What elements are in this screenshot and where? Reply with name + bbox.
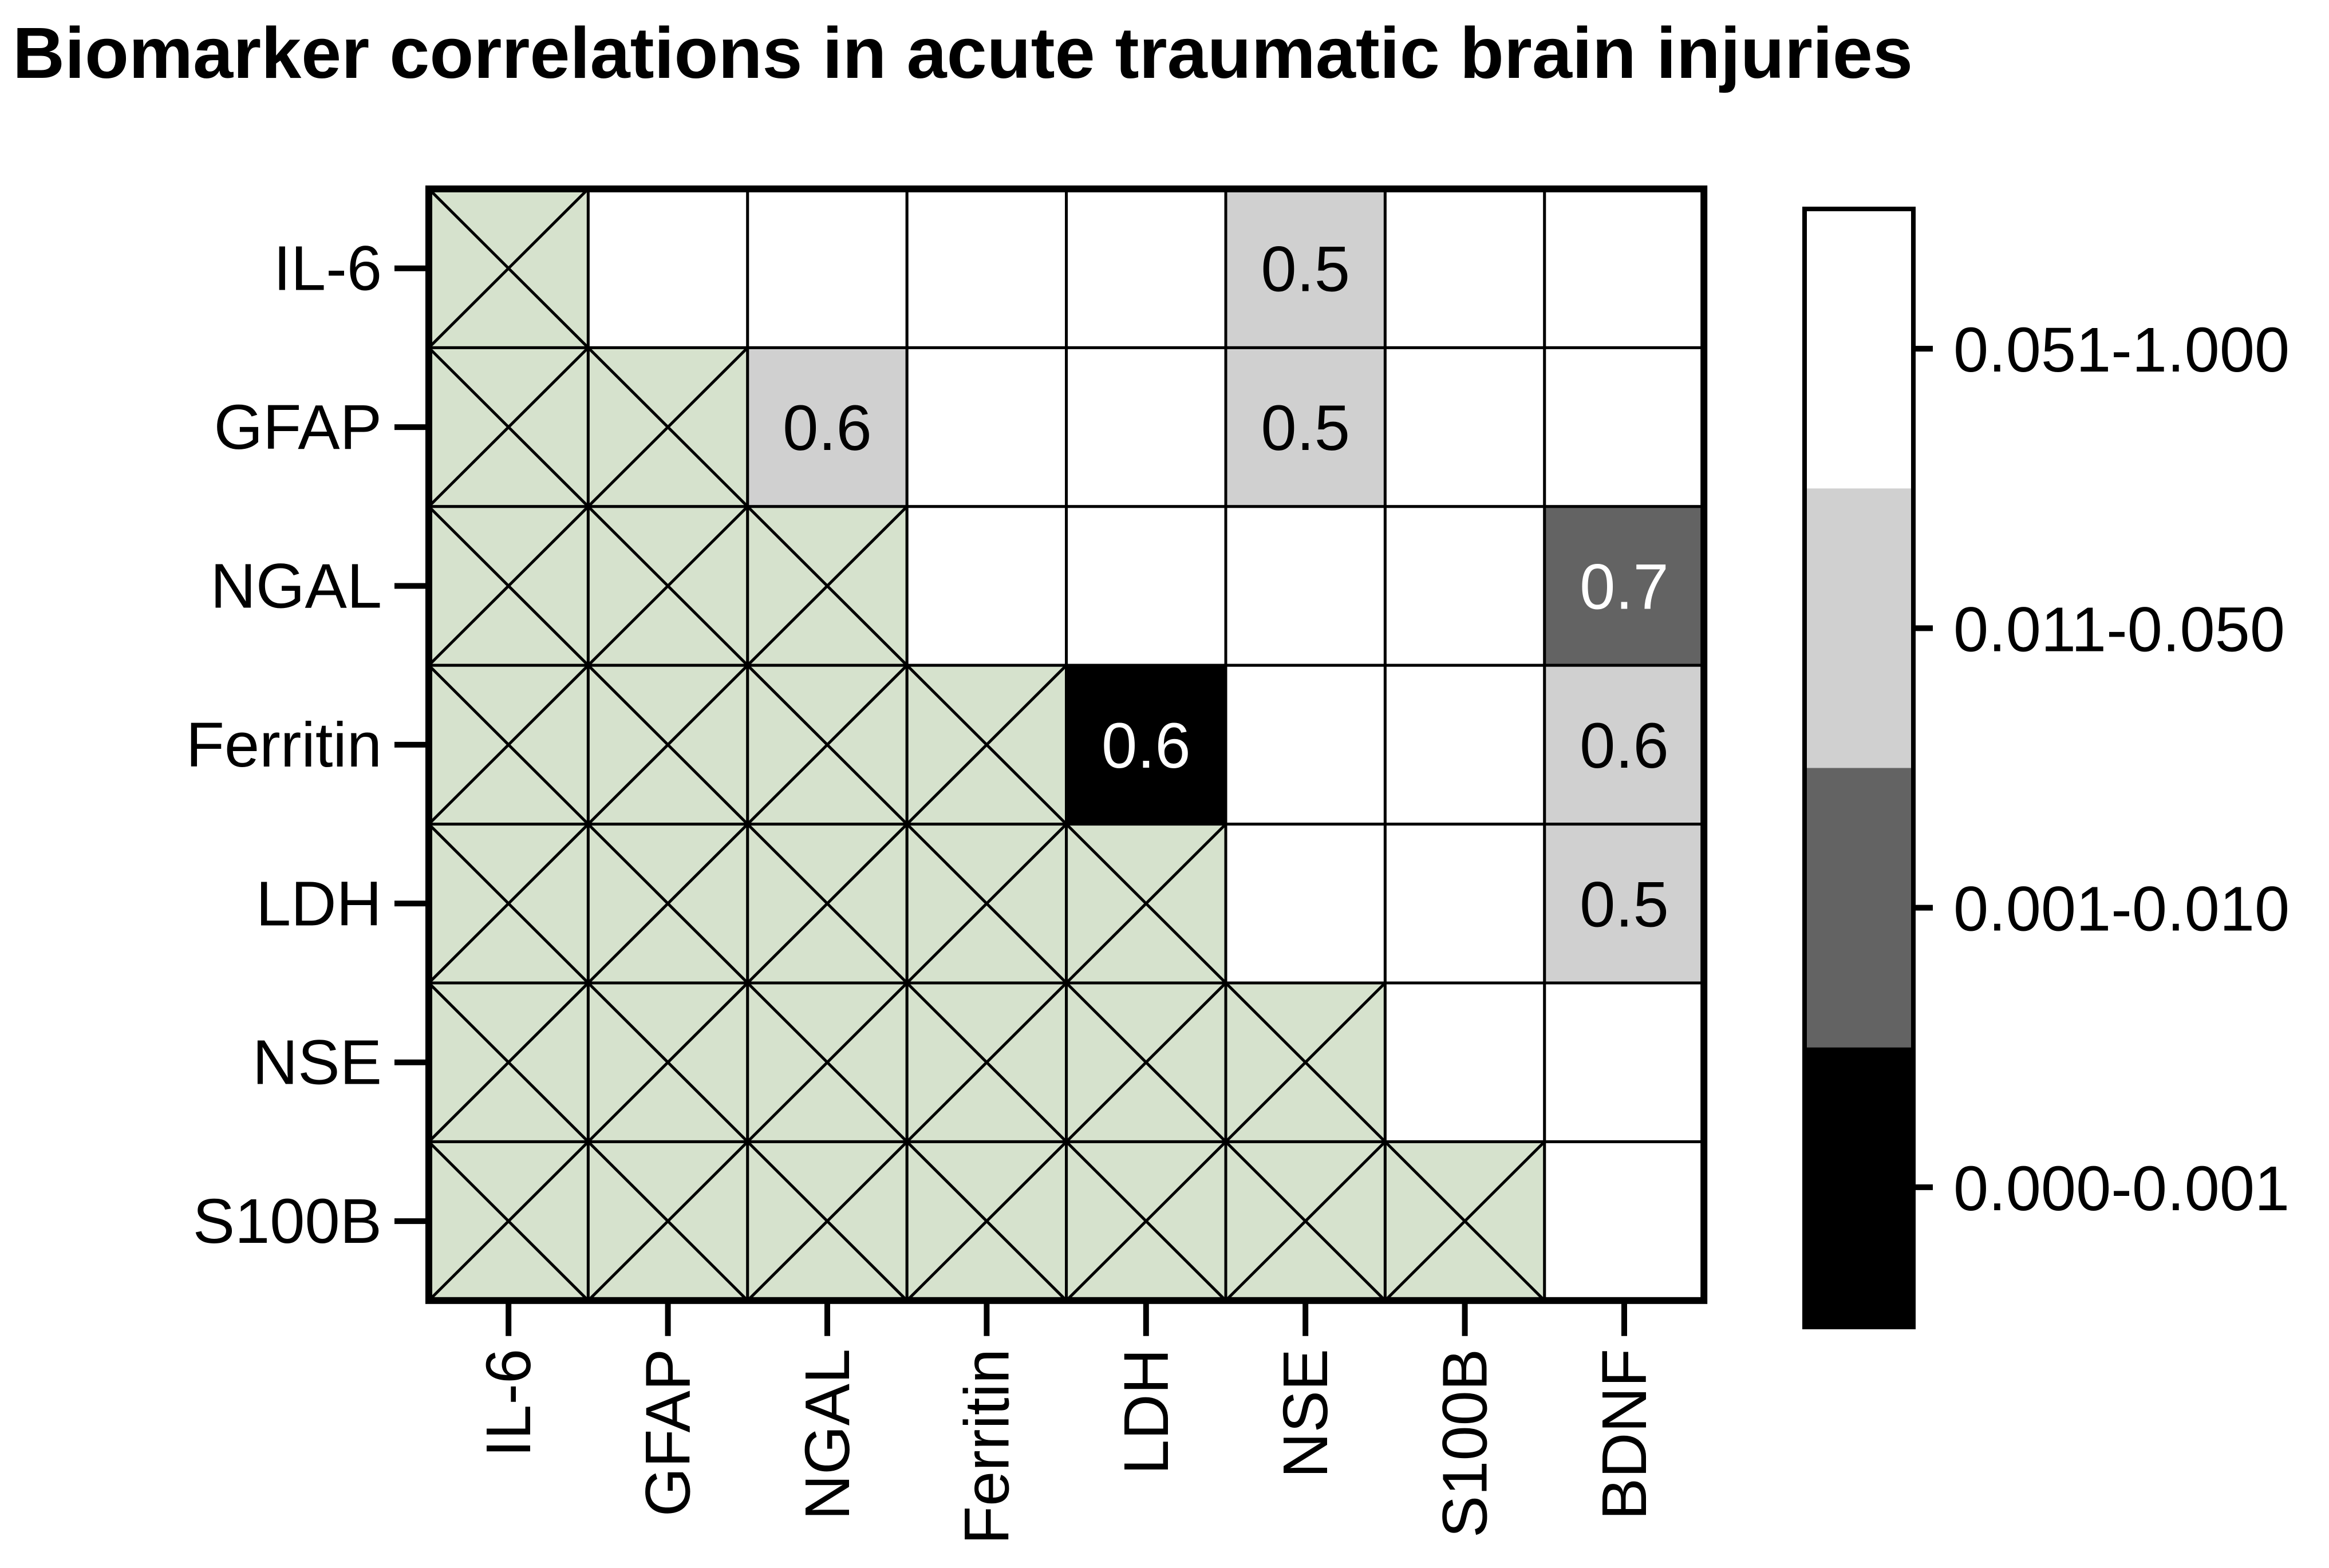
- legend-frame: [1802, 207, 1916, 1329]
- hatched-cell-nse-il-6: [427, 981, 590, 1143]
- row-label-gfap: GFAP: [214, 392, 382, 463]
- legend-label-0-011-0-050: 0.011-0.050: [1953, 594, 2285, 665]
- legend-swatch-0-051-1-000: [1805, 209, 1913, 489]
- row-label-nse: NSE: [252, 1028, 382, 1098]
- cell-il-6-s100b: [1383, 187, 1546, 349]
- col-label-gfap: GFAP: [633, 1349, 704, 1516]
- cell-nse-s100b: [1383, 981, 1546, 1143]
- hatched-cell-s100b-s100b: [1383, 1140, 1546, 1302]
- hatched-cell-s100b-gfap: [586, 1140, 749, 1302]
- cell-gfap-nse: [1224, 346, 1387, 508]
- hatched-cell-s100b-nse: [1224, 1140, 1387, 1302]
- chart-title: Biomarker correlations in acute traumati…: [13, 13, 1913, 93]
- legend-label-0-000-0-001: 0.000-0.001: [1953, 1154, 2289, 1224]
- hatched-cell-ldh-gfap: [586, 823, 749, 985]
- legend-label-0-001-0-010: 0.001-0.010: [1953, 874, 2289, 945]
- cell-ferritin-nse: [1224, 663, 1387, 826]
- cell-ldh-nse: [1224, 823, 1387, 985]
- hatched-cell-ldh-ldh: [1065, 823, 1227, 985]
- legend-label-0-051-1-000: 0.051-1.000: [1953, 315, 2289, 385]
- hatched-cell-nse-ferritin: [905, 981, 1068, 1143]
- hatched-cell-ferritin-ferritin: [905, 663, 1068, 826]
- cell-s100b-bdnf: [1543, 1140, 1706, 1302]
- cell-ldh-s100b: [1383, 823, 1546, 985]
- legend-swatch-0-011-0-050: [1805, 488, 1913, 769]
- col-label-ldh: LDH: [1111, 1349, 1182, 1475]
- row-label-ferritin: Ferritin: [186, 710, 382, 780]
- cell-value-gfap-ngal: 0.6: [783, 392, 872, 464]
- cells-layer: 0.5 0.6 0.5 0.7 0.6 0.6 0.5: [425, 185, 1708, 1304]
- cell-il-6-gfap: [586, 187, 749, 349]
- cell-gfap-ferritin: [905, 346, 1068, 508]
- cell-value-ferritin-ldh: 0.6: [1102, 710, 1191, 781]
- cell-ngal-s100b: [1383, 505, 1546, 667]
- hatched-cell-nse-ldh: [1065, 981, 1227, 1143]
- cell-nse-bdnf: [1543, 981, 1706, 1143]
- hatched-cell-ferritin-il-6: [427, 663, 590, 826]
- cell-il-6-ferritin: [905, 187, 1068, 349]
- col-label-s100b: S100B: [1430, 1349, 1501, 1538]
- cell-ldh-bdnf: [1543, 823, 1706, 985]
- cell-il-6-bdnf: [1543, 187, 1706, 349]
- hatched-cell-s100b-il-6: [427, 1140, 590, 1302]
- cell-ngal-ldh: [1065, 505, 1227, 667]
- hatched-cell-nse-gfap: [586, 981, 749, 1143]
- cell-ferritin-s100b: [1383, 663, 1546, 826]
- cell-value-ngal-bdnf: 0.7: [1580, 551, 1669, 623]
- hatched-cell-ferritin-gfap: [586, 663, 749, 826]
- cell-gfap-ldh: [1065, 346, 1227, 508]
- cell-gfap-bdnf: [1543, 346, 1706, 508]
- col-label-ngal: NGAL: [792, 1349, 863, 1520]
- hatched-cell-ldh-ngal: [746, 823, 909, 985]
- legend-swatch-0-001-0-010: [1805, 768, 1913, 1048]
- cell-value-ldh-bdnf: 0.5: [1580, 868, 1669, 940]
- col-labels: IL-6 GFAP NGAL Ferritin LDH NSE S100B BDNF: [473, 1300, 1660, 1545]
- row-label-s100b: S100B: [193, 1186, 382, 1257]
- hatched-cell-il-6-il-6: [427, 187, 590, 349]
- hatched-cell-s100b-ferritin: [905, 1140, 1068, 1302]
- hatched-cell-ldh-ferritin: [905, 823, 1068, 985]
- hatched-cell-gfap-il-6: [427, 346, 590, 508]
- hatched-cell-gfap-gfap: [586, 346, 749, 508]
- hatched-cell-ngal-ngal: [746, 505, 909, 667]
- legend: 0.051-1.000 0.011-0.050 0.001-0.010 0.000-0…: [1802, 207, 2289, 1329]
- cell-ferritin-bdnf: [1543, 663, 1706, 826]
- cell-value-gfap-nse: 0.5: [1261, 392, 1350, 464]
- hatched-cell-s100b-ldh: [1065, 1140, 1227, 1302]
- cell-il-6-ngal: [746, 187, 909, 349]
- cell-value-ferritin-bdnf: 0.6: [1580, 710, 1669, 781]
- hatched-cell-ngal-gfap: [586, 505, 749, 667]
- hatched-cell-s100b-ngal: [746, 1140, 909, 1302]
- cell-ferritin-ldh: [1065, 663, 1227, 826]
- col-label-il-6: IL-6: [473, 1349, 544, 1458]
- hatched-cell-nse-nse: [1224, 981, 1387, 1143]
- cell-ngal-nse: [1224, 505, 1387, 667]
- hatched-cell-ldh-il-6: [427, 823, 590, 985]
- row-label-ngal: NGAL: [210, 551, 382, 622]
- cell-ngal-ferritin: [905, 505, 1068, 667]
- hatched-cell-ngal-il-6: [427, 505, 590, 667]
- row-label-ldh: LDH: [256, 868, 382, 939]
- row-labels: IL-6 GFAP NGAL Ferritin LDH NSE S100B: [186, 234, 429, 1257]
- legend-swatch-0-000-0-001: [1805, 1047, 1913, 1328]
- row-label-il-6: IL-6: [273, 234, 382, 304]
- cell-value-il-6-nse: 0.5: [1261, 234, 1350, 305]
- col-label-bdnf: BDNF: [1589, 1349, 1660, 1520]
- col-label-ferritin: Ferritin: [952, 1349, 1022, 1545]
- cell-gfap-s100b: [1383, 346, 1546, 508]
- hatched-cell-nse-ngal: [746, 981, 909, 1143]
- hatched-cell-ferritin-ngal: [746, 663, 909, 826]
- cell-il-6-ldh: [1065, 187, 1227, 349]
- col-label-nse: NSE: [1270, 1349, 1341, 1478]
